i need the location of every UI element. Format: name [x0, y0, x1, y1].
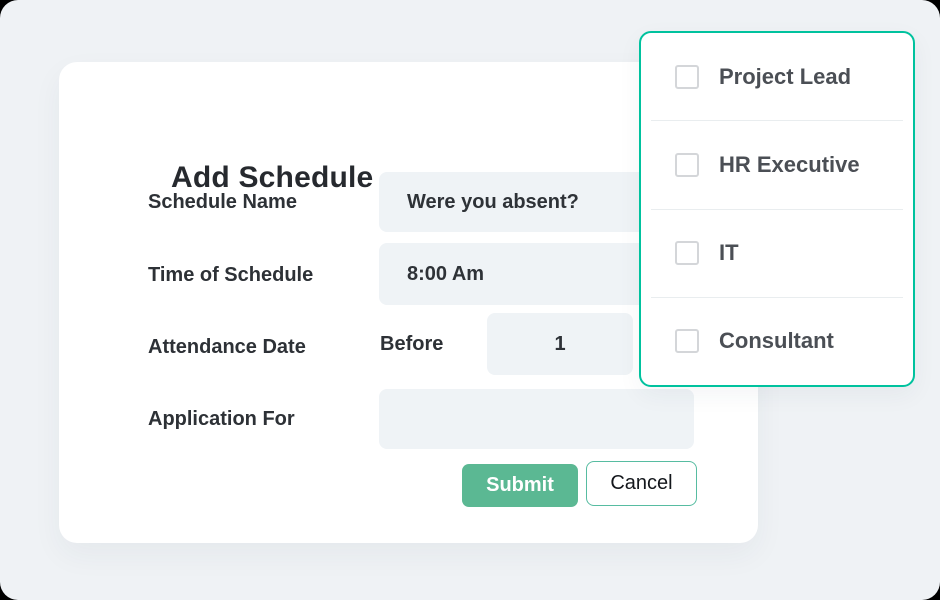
checkbox-icon[interactable] — [675, 64, 699, 89]
dropdown-option-hr-executive[interactable]: HR Executive — [641, 121, 913, 208]
checkbox-icon[interactable] — [675, 152, 699, 177]
checkbox-icon[interactable] — [675, 329, 699, 354]
divider — [651, 296, 903, 298]
dialog-title: Add Schedule — [171, 161, 374, 194]
dropdown-option-label: Consultant — [719, 328, 834, 354]
attendance-date-label: Attendance Date — [148, 336, 306, 358]
attendance-date-prefix: Before — [380, 333, 444, 355]
cancel-button[interactable]: Cancel — [586, 461, 697, 506]
divider — [651, 208, 903, 210]
checkbox-icon[interactable] — [675, 241, 699, 266]
attendance-date-input[interactable]: 1 — [487, 313, 633, 375]
divider — [651, 120, 903, 122]
dropdown-option-label: IT — [719, 240, 739, 266]
application-for-label: Application For — [148, 408, 295, 430]
submit-button[interactable]: Submit — [462, 464, 578, 507]
application-for-input[interactable] — [379, 389, 694, 449]
dropdown-option-project-lead[interactable]: Project Lead — [641, 33, 913, 120]
dropdown-option-consultant[interactable]: Consultant — [641, 298, 913, 385]
time-of-schedule-label: Time of Schedule — [148, 264, 314, 286]
application-for-dropdown: Project Lead HR Executive IT Consultant — [639, 31, 915, 387]
dropdown-option-label: HR Executive — [719, 151, 860, 177]
dropdown-option-it[interactable]: IT — [641, 210, 913, 297]
schedule-name-label: Schedule Name — [148, 191, 297, 213]
dropdown-option-label: Project Lead — [719, 63, 852, 89]
